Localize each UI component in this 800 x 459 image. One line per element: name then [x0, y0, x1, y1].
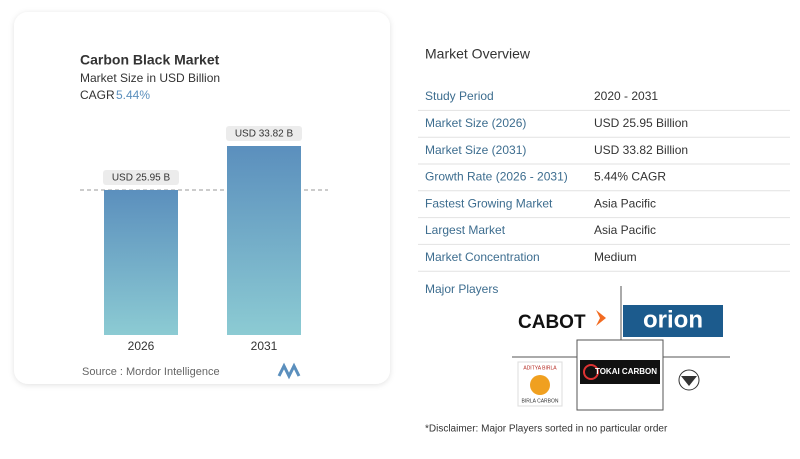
- row-label: Fastest Growing Market: [425, 196, 553, 210]
- x-tick-label: 2026: [128, 339, 155, 353]
- overview-table: Study Period 2020 - 2031 Market Size (2026…: [418, 89, 790, 272]
- orion-box: [623, 305, 723, 337]
- chart-subtitle: Market Size in USD Billion: [80, 71, 220, 85]
- overview-title: Market Overview: [425, 46, 531, 62]
- value-label: USD 25.95 B: [112, 173, 171, 184]
- source: Source : Mordor Intelligence: [82, 366, 220, 378]
- birla-logo: ADITYA BIRLA: [523, 365, 557, 371]
- value-label-pill: [226, 126, 302, 141]
- bar: [227, 146, 301, 335]
- source-logo: [277, 362, 301, 380]
- value-label-pill: [103, 169, 179, 185]
- tokai-logo: TOKAI CARBON: [595, 367, 657, 376]
- row-label: Study Period: [425, 89, 494, 103]
- row-label: Largest Market: [425, 223, 506, 237]
- row-value: Asia Pacific: [594, 223, 656, 237]
- disclaimer: *Disclaimer: Major Players sorted in no …: [425, 424, 668, 435]
- row-value: USD 25.95 Billion: [594, 116, 688, 130]
- players-title: Major Players: [425, 282, 498, 296]
- orion-logo: orion: [643, 306, 703, 333]
- tokai-box: [580, 360, 660, 384]
- cabot-mark: [596, 310, 606, 326]
- row-label: Market Concentration: [425, 250, 540, 264]
- row-label: Market Size (2026): [425, 116, 526, 130]
- cagr-label: CAGR: [80, 88, 115, 102]
- bar: [104, 189, 178, 335]
- birla-box: [517, 361, 563, 407]
- cagr-value: 5.44%: [116, 88, 150, 102]
- players-grid: [512, 286, 730, 411]
- chart-card: [14, 12, 390, 384]
- birla-sun: [530, 375, 550, 395]
- row-value: 5.44% CAGR: [594, 170, 666, 184]
- row-label: Market Size (2031): [425, 143, 526, 157]
- cabot-logo: CABOT: [518, 312, 586, 333]
- tokai-mark: [583, 364, 599, 380]
- chart-title: Carbon Black Market: [80, 52, 220, 68]
- x-tick-label: 2031: [251, 339, 278, 353]
- nkk-logo: [678, 369, 700, 391]
- row-value: Medium: [594, 250, 637, 264]
- birla-carbon-logo: BIRLA CARBON: [522, 398, 559, 404]
- value-label: USD 33.82 B: [235, 129, 294, 140]
- row-value: Asia Pacific: [594, 196, 656, 210]
- row-value: USD 33.82 Billion: [594, 143, 688, 157]
- row-label: Growth Rate (2026 - 2031): [425, 170, 568, 184]
- row-value: 2020 - 2031: [594, 89, 658, 103]
